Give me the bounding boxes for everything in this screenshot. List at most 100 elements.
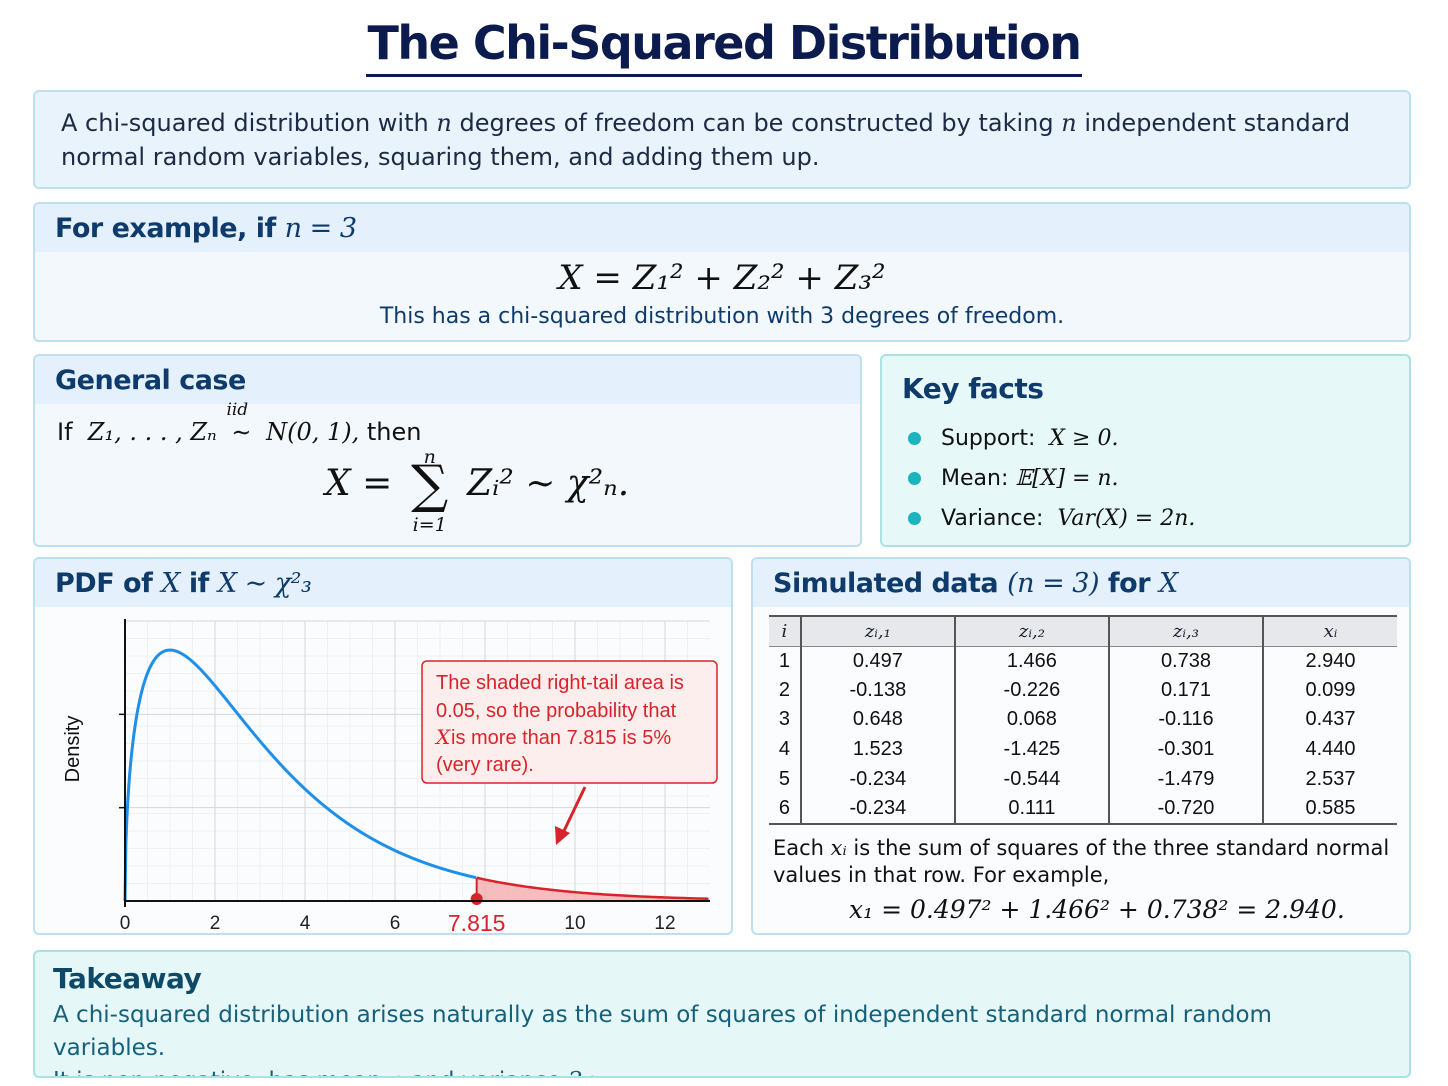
- table-cell: 1.466: [954, 646, 1110, 676]
- table-cell: -0.234: [800, 793, 956, 825]
- bullet-icon: [908, 471, 921, 485]
- x-tick-label: 0: [120, 913, 131, 934]
- sim-note: Each xᵢ is the sum of squares of the thr…: [773, 836, 1390, 887]
- x-tick-label: 4: [300, 913, 311, 934]
- table-cell: 2.940: [1305, 649, 1356, 672]
- intro-n: n: [436, 109, 452, 137]
- annotation-arrow: [560, 786, 587, 836]
- column-header: zᵢ,₂: [954, 615, 1110, 647]
- table-cell: -0.226: [954, 675, 1110, 706]
- key-fact-item: Support: X ≥ 0.: [908, 418, 1409, 458]
- annotation-box: [421, 660, 718, 784]
- table-cell: 0.738: [1108, 646, 1265, 676]
- sigma-symbol: n ∑ i=1: [411, 446, 449, 536]
- arrow-head-icon: [555, 826, 570, 845]
- shaded-tail-area: [476, 877, 710, 901]
- key-fact-item: Mean: 𝔼[X] = n.: [908, 458, 1409, 498]
- critical-value-label: 7.815: [448, 910, 506, 935]
- table-cell: 6: [769, 793, 802, 825]
- x-tick-label: 12: [654, 913, 675, 934]
- example-heading-math: n = 3: [284, 212, 357, 244]
- y-axis-label: Density: [62, 716, 84, 783]
- example-equation: X = Z₁² + Z₂² + Z₃²: [558, 258, 886, 298]
- table-cell: 1: [769, 646, 802, 676]
- pdf-curve-tail: [476, 876, 709, 900]
- table-cell: -0.544: [954, 764, 1110, 794]
- example-heading: For example, if n = 3: [35, 204, 1409, 252]
- simulated-data-panel: Simulated data (n = 3) for X i zᵢ,₁ zᵢ,₂…: [751, 557, 1411, 935]
- table-cell: 0.497: [800, 646, 956, 676]
- x-tick-label: 10: [564, 913, 585, 934]
- pdf-panel: PDF of X if X ∼ χ²₃ 024610127.815xDensit…: [33, 557, 733, 935]
- key-facts-panel: Key facts Support: X ≥ 0. Mean: 𝔼[X] = n…: [880, 354, 1411, 547]
- table-cell: 0.437: [1305, 708, 1356, 731]
- general-vars: Z₁, . . . , Zₙ: [87, 418, 217, 446]
- table-cell: -1.479: [1108, 764, 1265, 794]
- intro-text: A chi-squared distribution with: [61, 109, 437, 137]
- iid-symbol: iid ∼: [226, 400, 252, 446]
- general-case-panel: General case If Z₁, . . . , Zₙ iid ∼ N(0,…: [33, 354, 862, 547]
- table-cell: 0.111: [954, 793, 1110, 825]
- example-subtext: This has a chi-squared distribution with…: [379, 304, 1065, 329]
- bullet-icon: [908, 431, 921, 445]
- table-cell: 0.099: [1305, 678, 1356, 701]
- table-cell: 5: [769, 764, 802, 794]
- annotation-text: (very rare).: [436, 754, 534, 776]
- table-cell: 0.068: [954, 705, 1110, 735]
- table-cell: -0.234: [800, 764, 956, 794]
- x-tick-label: 6: [390, 913, 401, 934]
- sim-formula: x₁ = 0.497² + 1.466² + 0.738² = 2.940.: [849, 895, 1345, 924]
- table-cell: 0.171: [1108, 675, 1265, 706]
- table-cell: 4.440: [1305, 738, 1356, 761]
- annotation-text: 0.05, so the probability that: [436, 700, 677, 722]
- table-cell: 0.585: [1263, 793, 1397, 825]
- critical-value-point: [470, 893, 483, 905]
- intro-n: n: [1061, 109, 1077, 137]
- general-dist: N(0, 1),: [266, 418, 367, 446]
- simulated-data-table: i zᵢ,₁ zᵢ,₂ zᵢ,₃ xᵢ 1 0.497 1.466 0.738 2.94…: [769, 615, 1397, 825]
- general-condition: If Z₁, . . . , Zₙ iid ∼ N(0, 1), then: [57, 400, 422, 446]
- table-cell: -0.720: [1108, 793, 1265, 825]
- intro-text: independent standard normal random varia…: [61, 109, 1351, 171]
- intro-panel: A chi-squared distribution with n degree…: [33, 90, 1411, 189]
- column-header: zᵢ,₁: [800, 615, 956, 647]
- table-cell: 1.523: [800, 734, 956, 765]
- table-cell: 2: [769, 675, 802, 706]
- table-row: 2 -0.138 -0.226 0.171 0.099: [769, 675, 1397, 706]
- table-cell: 3: [769, 705, 802, 735]
- column-header: zᵢ,₃: [1108, 615, 1265, 647]
- example-panel: For example, if n = 3 X = Z₁² + Z₂² + Z₃…: [33, 202, 1411, 342]
- table-cell: -1.425: [954, 734, 1110, 765]
- pdf-curve: [123, 648, 477, 902]
- key-facts-heading: Key facts: [882, 364, 1409, 412]
- table-row: 6 -0.234 0.111 -0.720 0.585: [769, 793, 1397, 825]
- table-row: 1 0.497 1.466 0.738 2.940: [769, 646, 1397, 676]
- table-cell: -0.301: [1108, 734, 1265, 765]
- annotation-text: is more than 7.815 is 5%: [451, 727, 671, 749]
- table-cell: 4: [769, 734, 802, 765]
- table-cell: 2.537: [1305, 767, 1356, 790]
- column-header: xᵢ: [1263, 615, 1397, 647]
- x-tick-label: 2: [210, 913, 221, 934]
- key-fact-item: Variance: Var(X) = 2n.: [908, 498, 1409, 538]
- general-heading: General case: [35, 356, 860, 404]
- takeaway-heading: Takeaway: [53, 962, 202, 995]
- takeaway-text: A chi-squared distribution arises natura…: [53, 1002, 1272, 1076]
- annotation-math: X: [434, 725, 451, 749]
- column-header: i: [769, 615, 802, 647]
- table-cell: 0.648: [800, 705, 956, 735]
- intro-text: degrees of freedom can be constructed by…: [451, 109, 1062, 137]
- general-sum: X = n ∑ i=1 Zᵢ² ∼ χ²ₙ.: [325, 446, 630, 536]
- sim-heading: Simulated data (n = 3) for X: [753, 559, 1409, 607]
- pdf-heading: PDF of X if X ∼ χ²₃: [35, 559, 731, 607]
- takeaway-panel: Takeaway A chi-squared distribution aris…: [33, 950, 1411, 1078]
- bullet-icon: [908, 511, 921, 525]
- table-cell: -0.138: [800, 675, 956, 706]
- table-cell: -0.116: [1108, 705, 1265, 735]
- annotation-text: The shaded right-tail area is: [436, 672, 684, 694]
- page-title: The Chi-Squared Distribution: [0, 14, 1448, 77]
- table-row: 5 -0.234 -0.544 -1.479 2.537: [769, 764, 1397, 794]
- table-row: 4 1.523 -1.425 -0.301 4.440: [769, 734, 1397, 765]
- table-row: 3 0.648 0.068 -0.116 0.437: [769, 705, 1397, 735]
